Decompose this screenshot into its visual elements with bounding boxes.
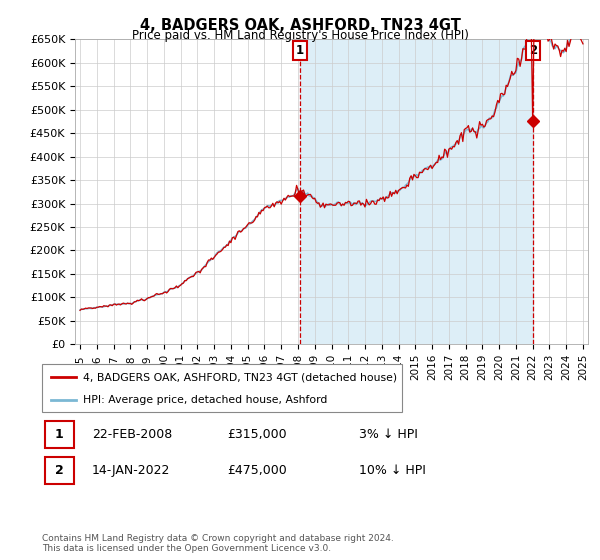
Bar [44, 421, 74, 447]
Text: HPI: Average price, detached house, Ashford: HPI: Average price, detached house, Ashf… [83, 395, 328, 405]
Text: £315,000: £315,000 [227, 428, 286, 441]
Text: 4, BADGERS OAK, ASHFORD, TN23 4GT: 4, BADGERS OAK, ASHFORD, TN23 4GT [140, 18, 460, 33]
Text: 3% ↓ HPI: 3% ↓ HPI [359, 428, 418, 441]
Text: 14-JAN-2022: 14-JAN-2022 [92, 464, 170, 477]
Text: Price paid vs. HM Land Registry's House Price Index (HPI): Price paid vs. HM Land Registry's House … [131, 29, 469, 42]
Bar [300, 39, 533, 344]
Text: 1: 1 [296, 44, 304, 57]
Text: 10% ↓ HPI: 10% ↓ HPI [359, 464, 425, 477]
Text: 4, BADGERS OAK, ASHFORD, TN23 4GT (detached house): 4, BADGERS OAK, ASHFORD, TN23 4GT (detac… [83, 372, 398, 382]
Text: £475,000: £475,000 [227, 464, 287, 477]
Text: 2: 2 [55, 464, 64, 477]
Bar [44, 458, 74, 484]
Text: 1: 1 [55, 428, 64, 441]
Text: 22-FEB-2008: 22-FEB-2008 [92, 428, 172, 441]
Text: 2: 2 [529, 44, 538, 57]
Text: Contains HM Land Registry data © Crown copyright and database right 2024.
This d: Contains HM Land Registry data © Crown c… [42, 534, 394, 553]
